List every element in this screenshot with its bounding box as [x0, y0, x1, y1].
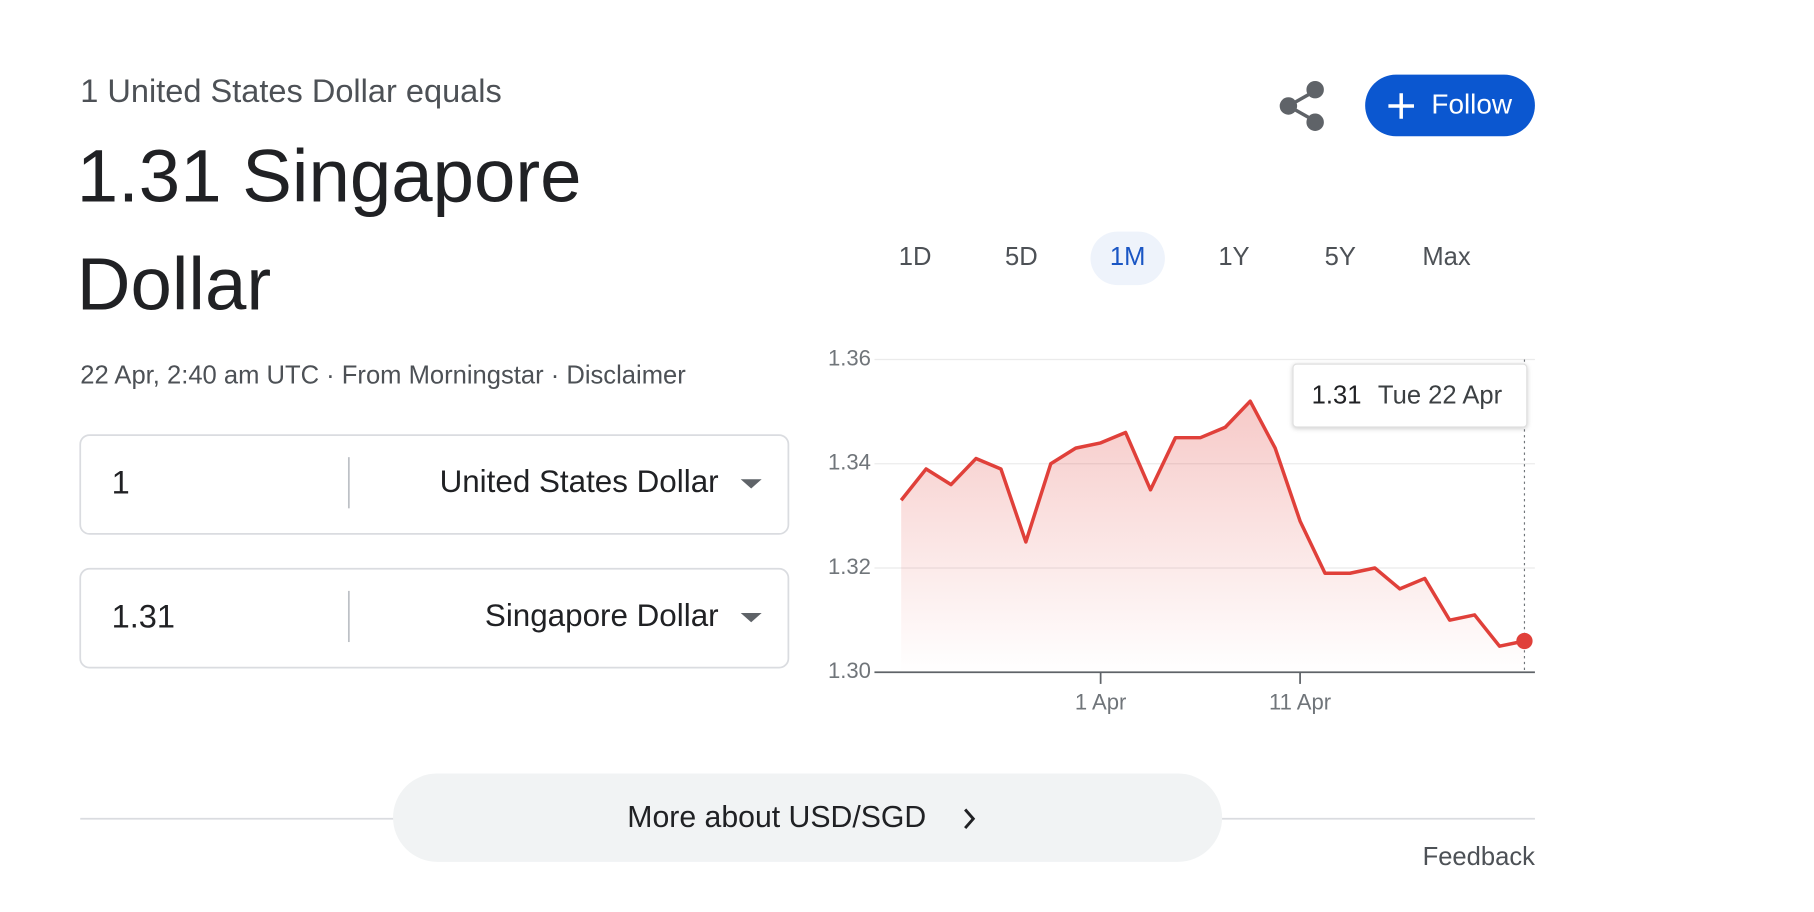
tab-label: 5Y: [1325, 243, 1356, 271]
heading-box: 1.31 Singapore Dollar: [77, 122, 624, 338]
more-label: More about USD/SGD: [627, 801, 926, 834]
chevron-icon: [964, 808, 976, 830]
dropdown-arrow: [740, 479, 762, 489]
tooltip: 1.31 Tue 22 Apr: [1292, 363, 1528, 428]
currency-select: Singapore Dollar: [485, 598, 719, 633]
plus-icon: [1388, 93, 1414, 119]
amount-input: 1.31: [112, 598, 175, 634]
converter-row[interactable]: 1 United States Dollar: [79, 434, 790, 535]
range-tabs: 1D 5D 1M 1Y 5Y Max: [899, 231, 1471, 286]
source-line: 22 Apr, 2:40 am UTC · From Morningstar ·…: [80, 362, 686, 390]
range-tab[interactable]: 5D: [1005, 243, 1038, 271]
range-tab[interactable]: 1Y: [1218, 243, 1249, 271]
tab-label: 1M: [1110, 243, 1146, 271]
tab-highlight: [1090, 231, 1165, 286]
area-fill: [901, 401, 1525, 673]
y-tick-label: 1.34: [828, 450, 871, 475]
y-tick-label: 1.36: [828, 345, 871, 370]
currency-select: United States Dollar: [440, 464, 719, 499]
range-tab[interactable]: 1M: [1090, 231, 1165, 286]
more-button[interactable]: More about USD/SGD: [393, 773, 1223, 862]
y-tick-label: 1.32: [828, 554, 871, 579]
converter: 1 United States Dollar 1.31 Singapore Dolla…: [79, 434, 790, 669]
more-bg: [393, 773, 1223, 862]
tooltip-box: [1292, 363, 1528, 428]
base-line: 1 United States Dollar equals: [80, 73, 502, 109]
tab-label: 5D: [1005, 243, 1038, 271]
heading: 1.31 Singapore Dollar: [77, 122, 624, 338]
converter-row[interactable]: 1.31 Singapore Dollar: [79, 567, 790, 669]
price-line: [899, 399, 1525, 648]
follow-button[interactable]: Follow: [1365, 74, 1535, 137]
target-currency: Singapore Dollar: [76, 133, 582, 326]
tab-label: 1Y: [1218, 243, 1249, 271]
amount-input: 1: [112, 465, 130, 501]
tooltip-value: 1.31: [1312, 381, 1362, 409]
tab-label: Max: [1422, 243, 1471, 271]
x-tick-label: 1 Apr: [1075, 690, 1127, 715]
range-tab[interactable]: 1D: [899, 243, 932, 271]
converted-amount: 1.31: [76, 133, 222, 218]
feedback-link[interactable]: Feedback: [1423, 843, 1536, 871]
chart: 1.30 1.32 1.34 1.36 1 Apr 11 Apr 1.31 Tue 22 Ap…: [828, 345, 1535, 715]
follow-bg: [1365, 74, 1535, 137]
tab-label: 1D: [899, 243, 932, 271]
share-button[interactable]: [1279, 80, 1324, 131]
input-box: [79, 434, 790, 535]
input-box: [79, 567, 790, 669]
tooltip-date: Tue 22 Apr: [1378, 381, 1503, 409]
x-tick-label: 11 Apr: [1269, 690, 1331, 715]
range-tab[interactable]: 5Y: [1325, 243, 1356, 271]
dropdown-arrow: [740, 612, 762, 623]
last-point: [1516, 632, 1533, 650]
follow-label: Follow: [1431, 88, 1512, 119]
range-tab[interactable]: Max: [1422, 243, 1471, 271]
y-tick-label: 1.30: [828, 658, 871, 683]
